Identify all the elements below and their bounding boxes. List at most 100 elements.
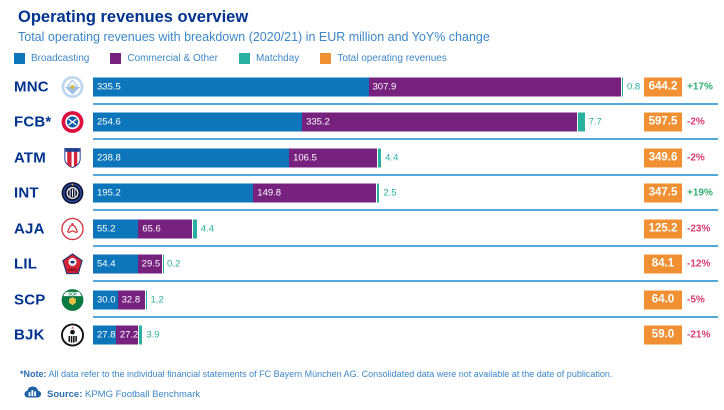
- total-revenue-badge: 84.1: [644, 254, 682, 274]
- broadcasting-segment: 30.0: [93, 290, 118, 310]
- yoy-change: -23%: [687, 223, 711, 235]
- club-label: ATM: [14, 149, 46, 167]
- commercial-segment: 307.9: [368, 77, 622, 97]
- commercial-segment: 27.2: [115, 325, 139, 345]
- club-label: SCP: [14, 291, 46, 309]
- revenue-bar: 195.2 149.8 2.5: [93, 183, 397, 203]
- legend-item-broadcasting: Broadcasting: [14, 53, 89, 64]
- revenue-bar: 54.4 29.5 0.2: [93, 254, 180, 274]
- club-row-bjk: BJK 27.8 27.2 3.9 59.0 -21%: [0, 318, 724, 354]
- int-crest-icon: [61, 182, 84, 205]
- total-revenue-badge: 64.0: [644, 290, 682, 310]
- yoy-change: -5%: [687, 294, 705, 306]
- source-text: KPMG Football Benchmark: [82, 389, 201, 400]
- matchday-value: 1.2: [150, 294, 164, 306]
- footnote-text: All data refer to the individual financi…: [46, 369, 613, 379]
- matchday-segment: [139, 325, 143, 345]
- segment-value: 335.2: [306, 116, 330, 128]
- commercial-segment: 65.6: [138, 219, 193, 239]
- broadcasting-segment: 195.2: [93, 183, 254, 203]
- club-row-scp: SCP SCP 30.0 32.8 1.2 64.0 -5%: [0, 282, 724, 318]
- matchday-segment: [193, 219, 197, 239]
- segment-value: 307.9: [372, 81, 397, 93]
- broadcasting-segment: 335.5: [93, 77, 369, 97]
- row-divider: [93, 138, 718, 140]
- broadcasting-segment: 254.6: [93, 112, 303, 132]
- club-label: AJA: [14, 220, 45, 238]
- club-row-fcb: FCB* 254.6 335.2 7.7 597.5 -2%: [0, 105, 724, 140]
- legend-item-total-operating-revenues: Total operating revenues: [320, 53, 447, 64]
- row-divider: [93, 102, 718, 105]
- segment-value: 65.6: [142, 223, 161, 235]
- source-label: Source:: [47, 389, 83, 400]
- commercial-segment: 106.5: [289, 148, 377, 168]
- matchday-segment: [377, 148, 382, 168]
- revenue-bar: 335.5 307.9 0.8: [93, 77, 641, 97]
- segment-value: 27.2: [119, 329, 139, 341]
- row-divider: [93, 209, 718, 211]
- yoy-change: -2%: [687, 152, 705, 164]
- matchday-segment: [145, 290, 147, 310]
- club-row-atm: ATM 238.8 106.5 4.4 349.6 -2%: [0, 140, 724, 176]
- club-label: FCB*: [14, 113, 52, 131]
- commercial-segment: 149.8: [253, 183, 377, 203]
- total-swatch-icon: [320, 53, 332, 64]
- segment-value: 149.8: [257, 187, 282, 199]
- club-row-lil: LIL 54.4 29.5 0.2 84.1 -12%: [0, 247, 724, 282]
- club-row-mnc: MNC 335.5 307.9 0.8 644.2 +17%: [0, 69, 724, 105]
- lil-crest-icon: [61, 253, 84, 276]
- segment-value: 335.5: [97, 81, 121, 93]
- broadcasting-segment: 55.2: [93, 219, 139, 239]
- matchday-value: 7.7: [588, 116, 602, 128]
- yoy-change: -12%: [687, 258, 711, 270]
- club-label: INT: [14, 184, 39, 202]
- segment-value: 238.8: [97, 152, 121, 164]
- legend-label: Broadcasting: [31, 53, 90, 64]
- segment-value: 55.2: [97, 223, 116, 235]
- football-benchmark-chart-icon: [24, 386, 41, 403]
- row-divider: [93, 315, 718, 318]
- legend-item-matchday: Matchday: [238, 53, 299, 64]
- aja-crest-icon: [61, 217, 84, 240]
- segment-value: 32.8: [121, 294, 141, 306]
- matchday-value: 0.8: [626, 81, 641, 93]
- club-label: MNC: [14, 78, 49, 96]
- chart-rows: MNC 335.5 307.9 0.8 644.2 +17% FCB* 254.6 335.2 7…: [0, 69, 724, 353]
- matchday-value: 3.9: [146, 329, 160, 341]
- matchday-segment: [578, 112, 585, 132]
- legend-item-commercial-other: Commercial & Other: [110, 53, 218, 64]
- revenue-bar: 254.6 335.2 7.7: [93, 112, 602, 132]
- scp-crest-icon: SCP: [61, 288, 84, 311]
- total-revenue-badge: 597.5: [644, 112, 682, 132]
- row-divider: [93, 244, 718, 247]
- total-revenue-badge: 347.5: [644, 183, 682, 203]
- revenue-bar: 27.8 27.2 3.9: [93, 325, 160, 345]
- atm-crest-icon: [61, 146, 84, 169]
- club-row-int: INT 195.2 149.8 2.5 347.5 +19%: [0, 176, 724, 211]
- matchday-segment: [622, 77, 623, 97]
- segment-value: 27.8: [97, 329, 116, 341]
- legend-label: Commercial & Other: [127, 53, 218, 64]
- commercial-segment: 335.2: [302, 112, 578, 132]
- commercial-segment: 32.8: [117, 290, 145, 310]
- chart-subtitle: Total operating revenues with breakdown …: [18, 30, 490, 44]
- yoy-change: -2%: [687, 116, 705, 128]
- segment-value: 29.5: [141, 258, 161, 270]
- row-divider: [93, 173, 718, 176]
- fcb-crest-icon: [61, 111, 84, 134]
- mnc-crest-icon: [61, 75, 84, 98]
- revenue-bar: 30.0 32.8 1.2: [93, 290, 164, 310]
- yoy-change: +17%: [687, 81, 713, 93]
- legend-label: Total operating revenues: [337, 53, 447, 64]
- club-label: BJK: [14, 326, 45, 344]
- broadcasting-swatch-icon: [14, 53, 25, 64]
- matchday-value: 4.4: [385, 152, 399, 164]
- total-revenue-badge: 59.0: [644, 325, 682, 345]
- revenue-bar: 55.2 65.6 4.4: [93, 219, 214, 239]
- broadcasting-segment: 238.8: [93, 148, 290, 168]
- broadcasting-segment: 27.8: [93, 325, 116, 345]
- club-row-aja: AJA 55.2 65.6 4.4 125.2 -23%: [0, 211, 724, 247]
- page-title: Operating revenues overview: [18, 8, 249, 26]
- commercial-segment: 29.5: [137, 254, 162, 274]
